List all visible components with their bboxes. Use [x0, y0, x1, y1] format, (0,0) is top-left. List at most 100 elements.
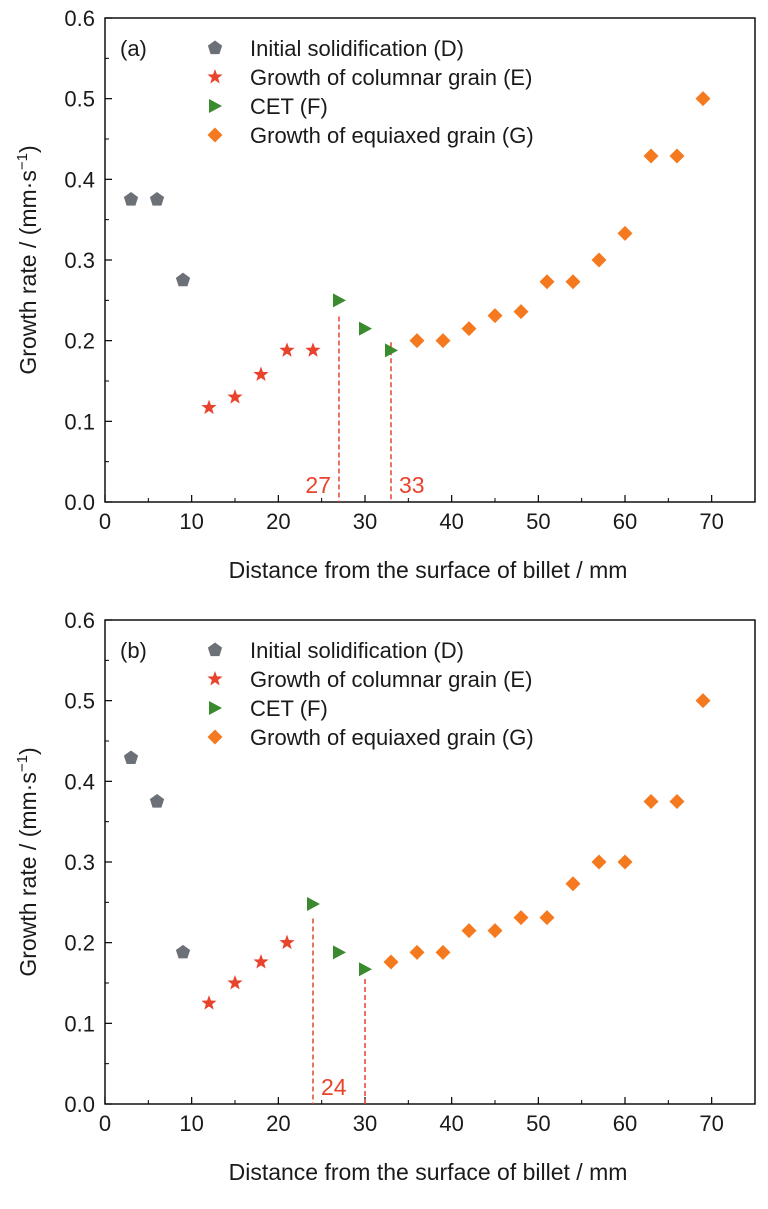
- data-point-pentagon: [149, 192, 165, 206]
- data-point-diamond: [617, 225, 633, 241]
- data-point-diamond: [539, 274, 555, 290]
- y-tick-label: 0.6: [64, 6, 95, 31]
- data-point-star: [201, 995, 217, 1010]
- chart-a-svg: 0 10 20 30 40 50 60 70 0.0 0.1 0.2 0.3 0.4 0.5 0.6 Dist…: [14, 6, 756, 583]
- data-point-star: [201, 399, 217, 415]
- legend-label: Initial solidification (D): [250, 638, 464, 663]
- data-point-diamond: [669, 794, 685, 809]
- y-tick-label: 0.0: [64, 490, 95, 515]
- data-point-triangle-right: [359, 962, 372, 977]
- data-point-diamond: [617, 854, 633, 870]
- data-point-diamond: [669, 148, 685, 164]
- x-tick-label: 20: [266, 509, 290, 534]
- data-point-pentagon: [149, 794, 165, 808]
- annotation-label: 27: [305, 472, 331, 498]
- data-point-diamond: [435, 333, 451, 349]
- y-tick-label: 0.5: [64, 87, 95, 112]
- chart-b-svg: 0 10 20 30 40 50 60 70 0.0 0.1 0.2 0.3 0.4 0.5 0.6 Dist…: [14, 608, 756, 1185]
- y-tick-label: 0.1: [64, 1011, 95, 1036]
- x-tick-label: 60: [613, 509, 637, 534]
- x-tick-label: 40: [439, 509, 463, 534]
- legend-marker-diamond: [207, 127, 223, 143]
- data-point-diamond: [435, 944, 451, 960]
- chart-panel-b: 0 10 20 30 40 50 60 70 0.0 0.1 0.2 0.3 0.4 0.5 0.6 Dist…: [0, 602, 768, 1204]
- data-point-star: [279, 934, 295, 950]
- panel-label: (a): [120, 36, 147, 61]
- data-point-diamond: [461, 321, 477, 337]
- x-tick-label: 0: [99, 509, 111, 534]
- data-point-triangle-right: [333, 293, 346, 308]
- data-point-diamond: [591, 854, 607, 870]
- y-tick-label: 0.5: [64, 689, 95, 714]
- y-tick-label: 0.3: [64, 850, 95, 875]
- annotation-label: 33: [399, 472, 425, 498]
- legend-label: CET (F): [250, 94, 328, 119]
- data-point-diamond: [643, 794, 659, 809]
- x-axis-label: Distance from the surface of billet / mm: [229, 1159, 628, 1185]
- x-tick-label: 30: [353, 509, 377, 534]
- data-point-star: [279, 342, 295, 357]
- x-tick-label: 10: [179, 509, 203, 534]
- data-point-diamond: [461, 923, 477, 939]
- y-tick-label: 0.0: [64, 1092, 95, 1117]
- data-point-triangle-right: [333, 945, 346, 960]
- data-point-diamond: [643, 148, 659, 164]
- x-tick-label: 60: [613, 1111, 637, 1136]
- legend-marker-pentagon: [207, 40, 223, 55]
- x-tick-label: 70: [699, 509, 723, 534]
- series-star: [201, 934, 295, 1010]
- series-pentagon: [123, 750, 191, 959]
- legend-marker-star: [207, 69, 223, 84]
- data-point-triangle-right: [385, 343, 398, 358]
- series-diamond: [383, 693, 711, 970]
- y-tick-label: 0.4: [64, 769, 95, 794]
- y-tick-label: 0.3: [64, 248, 95, 273]
- plot-frame: [104, 17, 756, 503]
- data-point-pentagon: [175, 944, 191, 959]
- legend-label: Initial solidification (D): [250, 36, 464, 61]
- data-point-diamond: [409, 944, 425, 960]
- legend: Initial solidification (D) Growth of colu…: [207, 638, 534, 750]
- legend-marker-diamond: [207, 729, 223, 745]
- legend: Initial solidification (D) Growth of colu…: [207, 36, 534, 148]
- data-point-diamond: [487, 308, 503, 324]
- data-point-diamond: [591, 252, 607, 268]
- data-point-triangle-right: [307, 896, 320, 911]
- y-tick-label: 0.2: [64, 329, 95, 354]
- plot-frame: [104, 619, 756, 1105]
- legend-label: Growth of equiaxed grain (G): [250, 123, 534, 148]
- y-tick-label: 0.2: [64, 931, 95, 956]
- legend-label: CET (F): [250, 696, 328, 721]
- legend-marker-triangle-right: [209, 701, 222, 715]
- data-point-diamond: [539, 910, 555, 926]
- data-point-diamond: [565, 274, 581, 290]
- x-tick-label: 10: [179, 1111, 203, 1136]
- data-point-diamond: [383, 954, 399, 970]
- legend-label: Growth of columnar grain (E): [250, 667, 532, 692]
- data-point-diamond: [565, 876, 581, 892]
- x-tick-label: 50: [526, 1111, 550, 1136]
- x-tick-label: 70: [699, 1111, 723, 1136]
- data-point-pentagon: [175, 272, 191, 287]
- data-point-triangle-right: [359, 321, 372, 336]
- data-point-star: [227, 389, 243, 404]
- y-tick-label: 0.6: [64, 608, 95, 633]
- legend-marker-star: [207, 671, 223, 686]
- x-axis-label: Distance from the surface of billet / mm: [229, 557, 628, 583]
- data-point-diamond: [695, 91, 711, 107]
- legend-marker-triangle-right: [209, 99, 222, 113]
- data-point-star: [305, 342, 321, 357]
- data-point-diamond: [513, 304, 529, 320]
- annotation-label: 24: [321, 1074, 347, 1100]
- legend-marker-pentagon: [207, 642, 223, 657]
- data-point-diamond: [487, 923, 503, 939]
- series-diamond: [409, 91, 711, 349]
- x-tick-label: 40: [439, 1111, 463, 1136]
- x-tick-label: 0: [99, 1111, 111, 1136]
- y-axis-label: Growth rate / (mm·s−1): [14, 747, 41, 976]
- series-triangle-right: [333, 293, 398, 358]
- data-point-diamond: [695, 693, 711, 709]
- y-axis-label: Growth rate / (mm·s−1): [14, 145, 41, 374]
- data-point-pentagon: [123, 750, 139, 765]
- y-tick-label: 0.4: [64, 167, 95, 192]
